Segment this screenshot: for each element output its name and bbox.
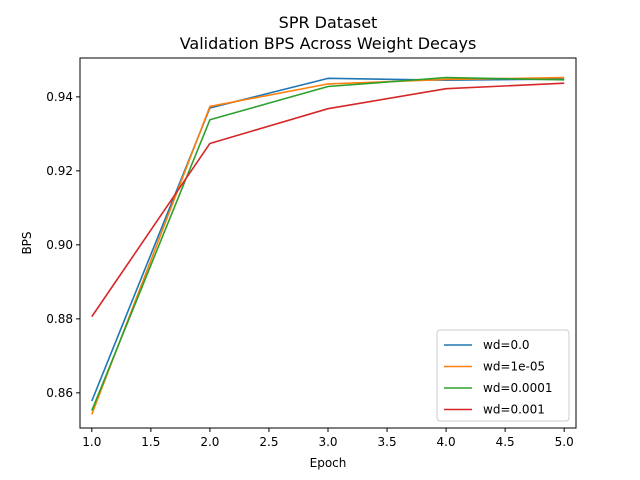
x-tick-label: 5.0 bbox=[555, 435, 574, 449]
y-tick-label: 0.94 bbox=[46, 90, 73, 104]
y-tick-label: 0.90 bbox=[46, 238, 73, 252]
y-tick-label: 0.92 bbox=[46, 164, 73, 178]
series-line-0 bbox=[91, 77, 565, 402]
x-tick-label: 3.0 bbox=[318, 435, 337, 449]
series-line-3 bbox=[91, 82, 565, 318]
series-lines bbox=[91, 76, 565, 415]
legend-label-0: wd=0.0 bbox=[483, 338, 530, 352]
plot-frame bbox=[79, 57, 577, 429]
x-tick-label: 2.5 bbox=[259, 435, 278, 449]
x-tick-label: 2.0 bbox=[200, 435, 219, 449]
y-tick-label: 0.88 bbox=[46, 312, 73, 326]
x-axis-ticks: 1.0 1.5 2.0 2.5 3.0 3.5 4.0 4.5 5.0 bbox=[82, 428, 574, 449]
x-tick-label: 1.5 bbox=[141, 435, 160, 449]
y-axis-label: BPS bbox=[20, 231, 34, 254]
x-tick-label: 3.5 bbox=[378, 435, 397, 449]
x-tick-label: 1.0 bbox=[82, 435, 101, 449]
legend-label-2: wd=0.0001 bbox=[483, 381, 552, 395]
series-line-2 bbox=[91, 76, 565, 411]
x-tick-label: 4.5 bbox=[496, 435, 515, 449]
x-axis-label: Epoch bbox=[310, 456, 347, 470]
chart-subtitle: Validation BPS Across Weight Decays bbox=[180, 34, 477, 53]
legend: wd=0.0 wd=1e-05 wd=0.0001 wd=0.001 bbox=[436, 329, 570, 422]
legend-box bbox=[436, 329, 570, 422]
legend-label-1: wd=1e-05 bbox=[483, 360, 545, 374]
y-tick-label: 0.86 bbox=[46, 386, 73, 400]
y-axis-ticks: 0.86 0.88 0.90 0.92 0.94 bbox=[46, 90, 80, 400]
legend-label-3: wd=0.001 bbox=[483, 403, 545, 417]
x-tick-label: 4.0 bbox=[437, 435, 456, 449]
chart-title: SPR Dataset bbox=[279, 13, 378, 32]
